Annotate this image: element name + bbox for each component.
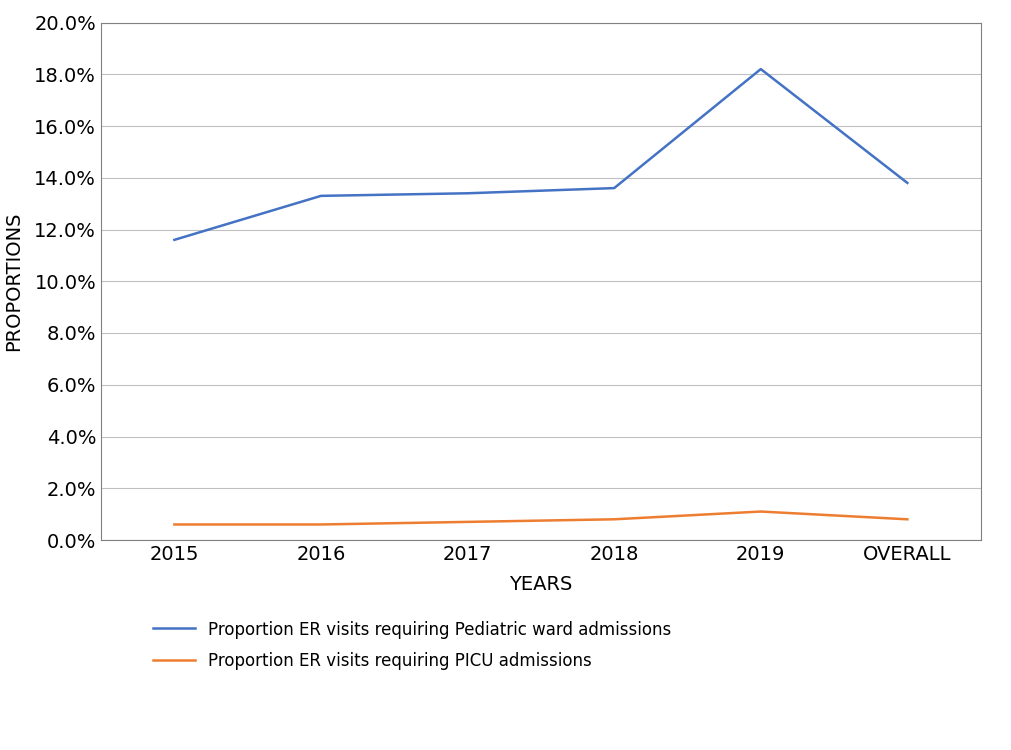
X-axis label: YEARS: YEARS	[510, 575, 572, 594]
Legend: Proportion ER visits requiring Pediatric ward admissions, Proportion ER visits r: Proportion ER visits requiring Pediatric…	[154, 621, 671, 670]
Y-axis label: PROPORTIONS: PROPORTIONS	[4, 211, 23, 351]
